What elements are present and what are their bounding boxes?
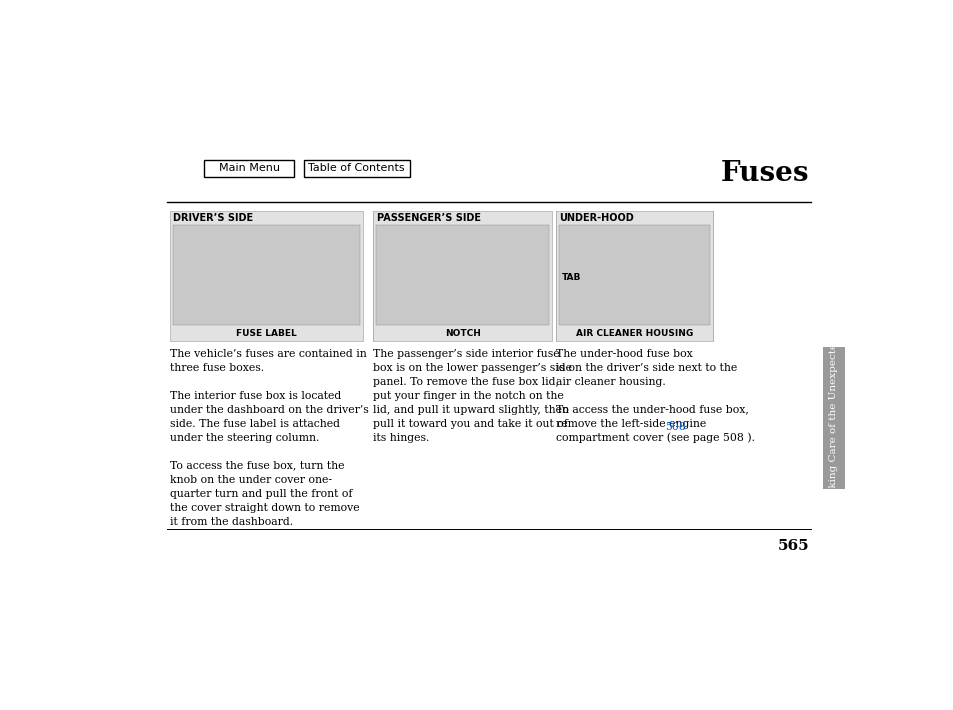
Text: AIR CLEANER HOUSING: AIR CLEANER HOUSING (575, 329, 692, 338)
Text: 565: 565 (777, 540, 808, 554)
Text: Fuses: Fuses (720, 160, 808, 187)
Bar (375, 224, 549, 325)
Text: The under-hood fuse box
is on the driver’s side next to the
air cleaner housing.: The under-hood fuse box is on the driver… (555, 349, 754, 443)
Text: Table of Contents: Table of Contents (308, 163, 405, 173)
Bar (172, 224, 360, 325)
Text: Main Menu: Main Menu (218, 163, 279, 173)
Text: The passenger’s side interior fuse
box is on the lower passenger’s side
panel. T: The passenger’s side interior fuse box i… (373, 349, 571, 442)
Bar (303, 160, 410, 177)
Text: Taking Care of the Unexpected: Taking Care of the Unexpected (828, 337, 838, 500)
Text: 508: 508 (664, 422, 685, 432)
Text: PASSENGER’S SIDE: PASSENGER’S SIDE (376, 212, 480, 223)
Bar (555, 211, 712, 341)
Bar (373, 211, 552, 341)
Text: The vehicle’s fuses are contained in
three fuse boxes.

The interior fuse box is: The vehicle’s fuses are contained in thr… (170, 349, 368, 527)
Bar (822, 347, 843, 489)
Text: TAB: TAB (561, 273, 580, 282)
Text: UNDER-HOOD: UNDER-HOOD (558, 212, 634, 223)
Text: NOTCH: NOTCH (444, 329, 480, 338)
Bar (204, 160, 294, 177)
Bar (170, 211, 363, 341)
Bar (558, 224, 709, 325)
Text: DRIVER’S SIDE: DRIVER’S SIDE (173, 212, 253, 223)
Text: FUSE LABEL: FUSE LABEL (236, 329, 296, 338)
